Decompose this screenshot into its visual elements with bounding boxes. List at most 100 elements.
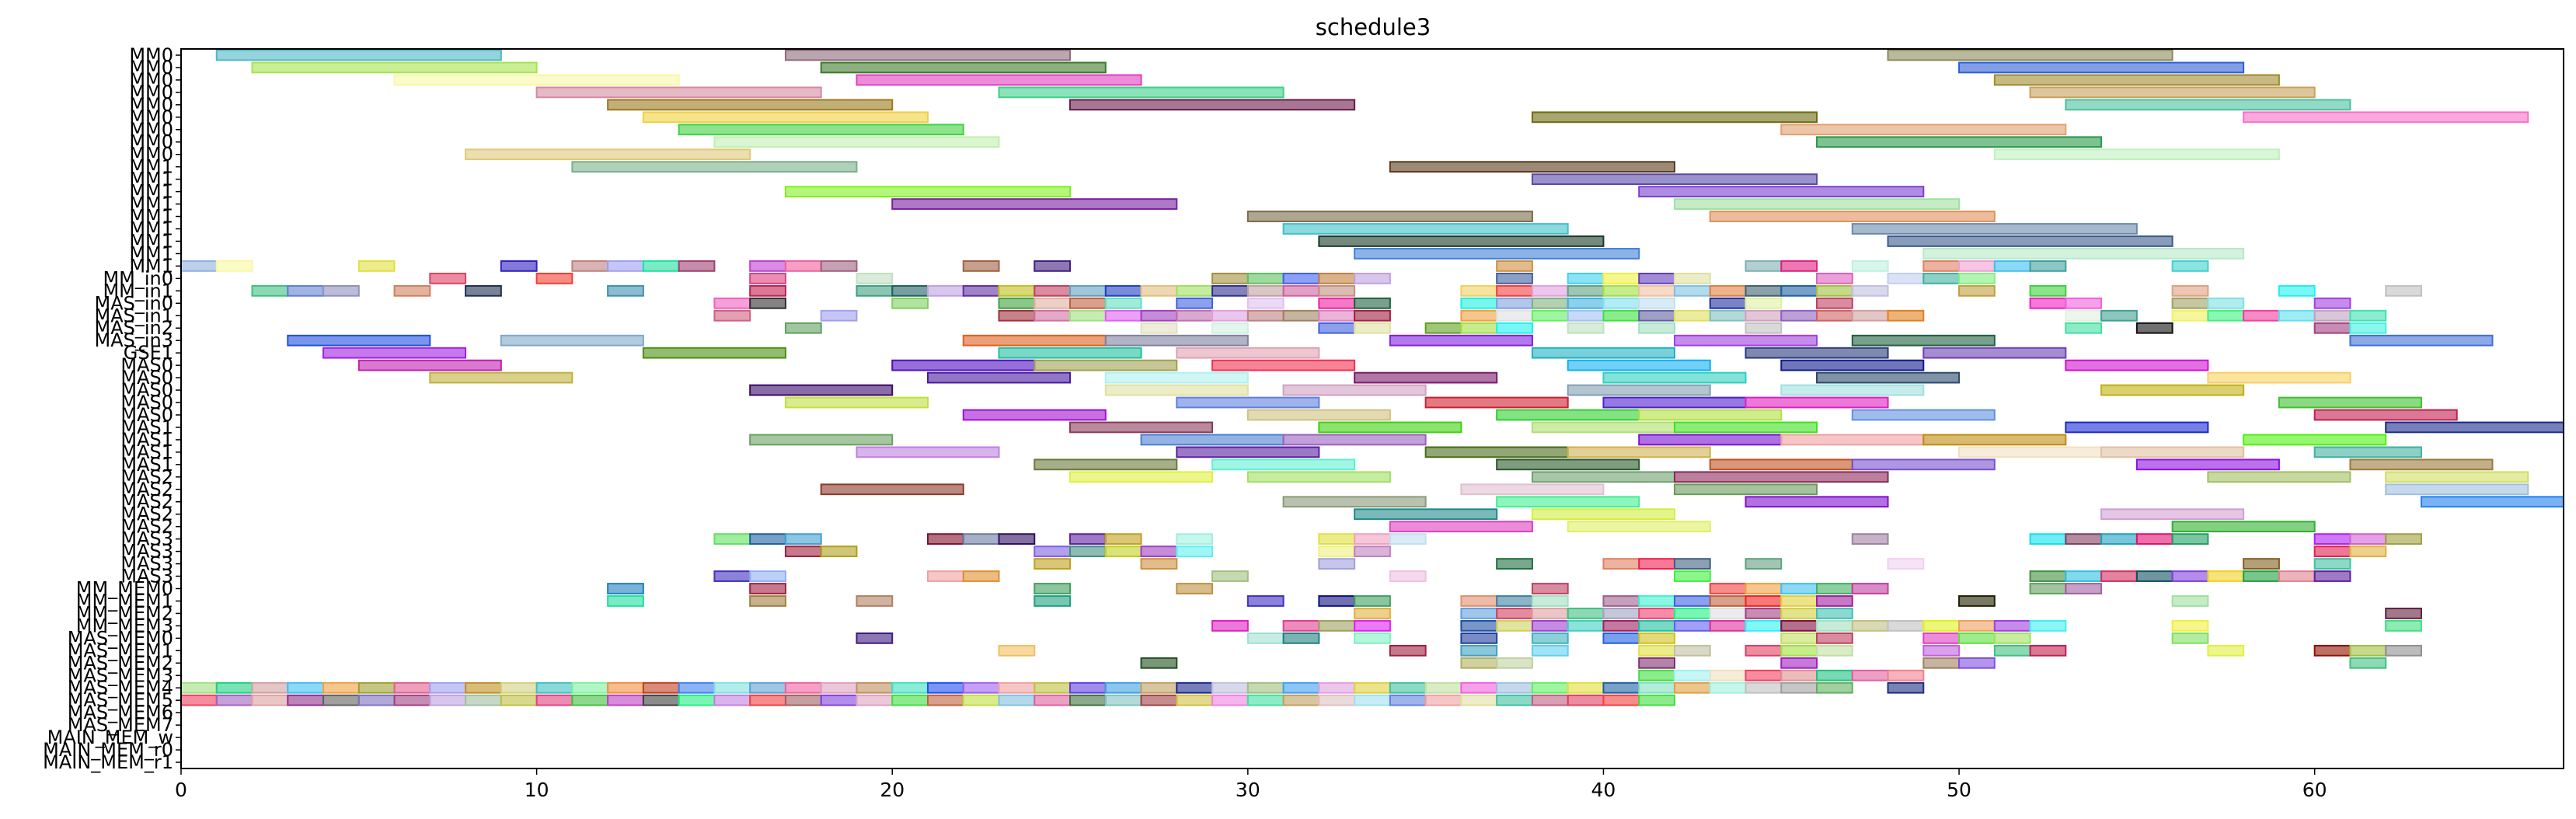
task-bar xyxy=(2065,99,2351,111)
task-bar xyxy=(1816,632,1853,644)
task-bar xyxy=(1780,620,1818,632)
task-bar xyxy=(500,694,538,706)
task-bar xyxy=(1993,74,2280,86)
task-bar xyxy=(1851,260,1889,272)
task-bar xyxy=(1034,595,1072,607)
task-bar xyxy=(1816,608,1853,619)
task-bar xyxy=(1851,533,1889,545)
task-bar xyxy=(1246,694,1285,706)
task-bar xyxy=(678,260,716,272)
task-bar xyxy=(1246,211,1533,222)
y-tick-label: MAIN_MEM_w xyxy=(47,727,173,748)
task-bar xyxy=(607,595,644,607)
task-bar xyxy=(1104,297,1142,309)
task-bar xyxy=(1638,632,1675,644)
task-bar xyxy=(2385,644,2422,657)
x-tick-label: 50 xyxy=(1947,779,1971,801)
task-bar xyxy=(1745,595,1783,607)
task-bar xyxy=(2385,471,2529,483)
x-tick-label: 10 xyxy=(525,779,549,801)
task-bar xyxy=(891,297,929,309)
y-tick-label: MM0 xyxy=(129,119,173,141)
task-bar xyxy=(1958,595,1996,607)
task-bar xyxy=(1318,284,1356,297)
task-bar xyxy=(1780,657,1818,669)
task-bar xyxy=(2313,409,2458,421)
y-tick-label: MAS0 xyxy=(120,392,173,413)
task-bar xyxy=(962,334,1107,347)
task-bar xyxy=(1389,334,1533,347)
task-bar xyxy=(926,533,964,545)
task-bar xyxy=(1354,248,1640,260)
task-bar xyxy=(1496,620,1533,632)
task-bar xyxy=(1567,384,1711,396)
task-bar xyxy=(1851,620,1889,632)
y-tick-label: MAS2 xyxy=(120,516,173,538)
task-bar xyxy=(1424,694,1462,706)
task-bar xyxy=(1780,309,1818,322)
task-bar xyxy=(2349,322,2387,334)
y-tick-label: MAS_MEM7 xyxy=(68,714,173,736)
task-bar xyxy=(1318,694,1356,706)
task-bar xyxy=(1246,297,1285,309)
task-bar xyxy=(1069,533,1107,545)
task-bar xyxy=(1034,284,1072,297)
task-bar xyxy=(2349,545,2387,557)
task-bar xyxy=(429,681,467,694)
task-bar xyxy=(1496,322,1533,334)
task-bar xyxy=(1780,632,1818,644)
task-bar xyxy=(1318,620,1356,632)
task-bar xyxy=(1745,669,1783,681)
task-bar xyxy=(2100,508,2245,521)
task-bar xyxy=(1709,583,1747,594)
task-bar xyxy=(1246,632,1285,644)
task-bar xyxy=(1887,681,1925,694)
task-bar xyxy=(1069,545,1107,557)
task-bar xyxy=(1176,694,1214,706)
task-bar xyxy=(1389,161,1675,173)
task-bar xyxy=(1496,458,1640,471)
task-bar xyxy=(1958,284,1996,297)
task-bar xyxy=(1318,272,1356,284)
task-bar xyxy=(2171,533,2209,545)
task-bar xyxy=(1638,620,1675,632)
task-bar xyxy=(1176,396,1320,409)
task-bar xyxy=(1354,595,1391,607)
y-tick-label: MAS_in3 xyxy=(94,329,173,351)
task-bar xyxy=(2313,322,2351,334)
task-bar xyxy=(1318,545,1356,557)
task-bar xyxy=(891,681,929,694)
task-bar xyxy=(607,99,894,111)
task-bar xyxy=(1567,608,1605,619)
task-bar xyxy=(1354,297,1391,309)
task-bar xyxy=(2385,284,2422,297)
task-bar xyxy=(1460,657,1498,669)
task-bar xyxy=(1709,211,1996,222)
task-bar xyxy=(784,681,822,694)
task-bar xyxy=(784,545,822,557)
task-bar xyxy=(2420,496,2565,508)
task-bar xyxy=(1282,434,1427,446)
y-tick-label: MM1 xyxy=(129,242,173,264)
task-bar xyxy=(1958,632,1996,644)
task-bar xyxy=(1531,681,1569,694)
y-tick-label: MAS0 xyxy=(120,404,173,426)
task-bar xyxy=(1816,595,1853,607)
task-bar xyxy=(180,681,218,694)
task-bar xyxy=(1638,272,1675,284)
task-bar xyxy=(1389,694,1427,706)
task-bar xyxy=(1069,284,1107,297)
task-bar xyxy=(1069,421,1214,434)
task-bar xyxy=(1531,421,1675,434)
task-bar xyxy=(1246,471,1391,483)
task-bar xyxy=(1318,235,1605,247)
task-bar xyxy=(1354,545,1391,557)
task-bar xyxy=(1424,446,1569,458)
task-bar xyxy=(1638,681,1675,694)
task-bar xyxy=(180,260,218,272)
task-bar xyxy=(2171,284,2209,297)
task-bar xyxy=(1246,409,1391,421)
task-bar xyxy=(1602,371,1747,384)
task-bar xyxy=(465,694,502,706)
